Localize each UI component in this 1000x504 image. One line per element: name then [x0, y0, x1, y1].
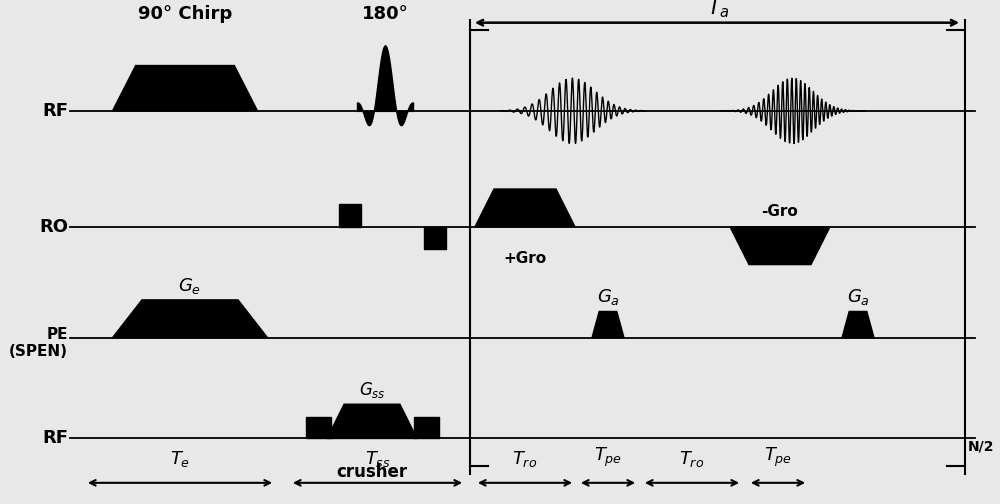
Polygon shape	[424, 227, 446, 249]
Polygon shape	[112, 66, 258, 111]
Text: PE
(SPEN): PE (SPEN)	[9, 327, 68, 359]
Text: $T_{pe}$: $T_{pe}$	[594, 446, 622, 469]
Text: $T_{ro}$: $T_{ro}$	[512, 449, 538, 469]
Text: RF: RF	[42, 429, 68, 448]
Text: $G_a$: $G_a$	[597, 287, 619, 307]
Text: 180°: 180°	[362, 5, 408, 23]
Polygon shape	[327, 404, 417, 438]
Text: $T_{ro}$: $T_{ro}$	[679, 449, 705, 469]
Polygon shape	[306, 417, 330, 438]
Text: crusher: crusher	[336, 463, 408, 481]
Polygon shape	[592, 311, 624, 338]
Text: 90° Chirp: 90° Chirp	[138, 5, 232, 23]
Polygon shape	[414, 417, 438, 438]
Text: $G_e$: $G_e$	[178, 276, 202, 296]
Polygon shape	[730, 227, 830, 265]
Text: RO: RO	[39, 218, 68, 236]
Text: -Gro: -Gro	[762, 204, 798, 219]
Polygon shape	[112, 300, 268, 338]
Text: $G_{ss}$: $G_{ss}$	[359, 380, 385, 400]
Polygon shape	[339, 204, 361, 227]
Text: $T_{ss}$: $T_{ss}$	[365, 449, 390, 469]
Text: +Gro: +Gro	[503, 251, 547, 266]
Text: $T_{e}$: $T_{e}$	[170, 449, 190, 469]
Text: RF: RF	[42, 102, 68, 120]
Text: $T_{pe}$: $T_{pe}$	[764, 446, 792, 469]
Text: N/2: N/2	[968, 439, 994, 453]
Text: $G_a$: $G_a$	[847, 287, 869, 307]
Polygon shape	[475, 189, 575, 227]
Text: $T_a$: $T_a$	[707, 0, 729, 20]
Polygon shape	[842, 311, 874, 338]
